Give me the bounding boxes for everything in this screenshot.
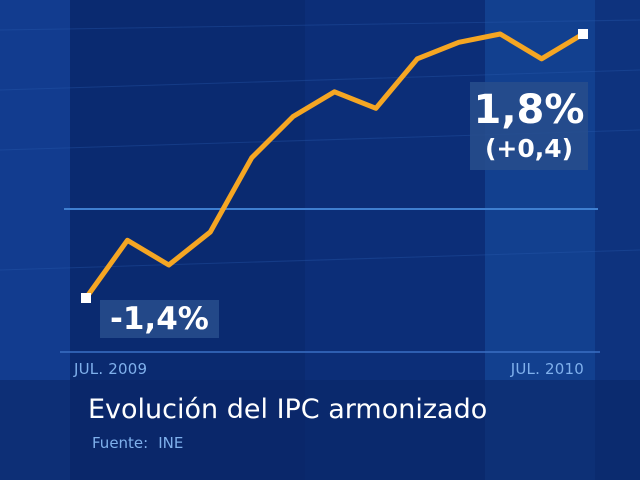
ipc-series-line	[83, 31, 586, 301]
source-label: Fuente:	[92, 434, 149, 452]
callout-end-value: 1,8% (+0,4)	[470, 82, 588, 170]
source-value: INE	[158, 434, 184, 452]
end-change-label: (+0,4)	[484, 134, 574, 163]
end-point-marker	[578, 29, 588, 39]
start-point-marker	[81, 293, 91, 303]
x-axis-end-label: JUL. 2010	[510, 360, 584, 378]
chart-source: Fuente: INE	[92, 434, 193, 452]
chart-title: Evolución del IPC armonizado	[88, 394, 488, 425]
x-axis-start-label: JUL. 2009	[74, 360, 148, 378]
data-points	[81, 29, 588, 303]
end-value-label: 1,8%	[473, 87, 585, 133]
callout-start-value: -1,4%	[100, 300, 219, 338]
